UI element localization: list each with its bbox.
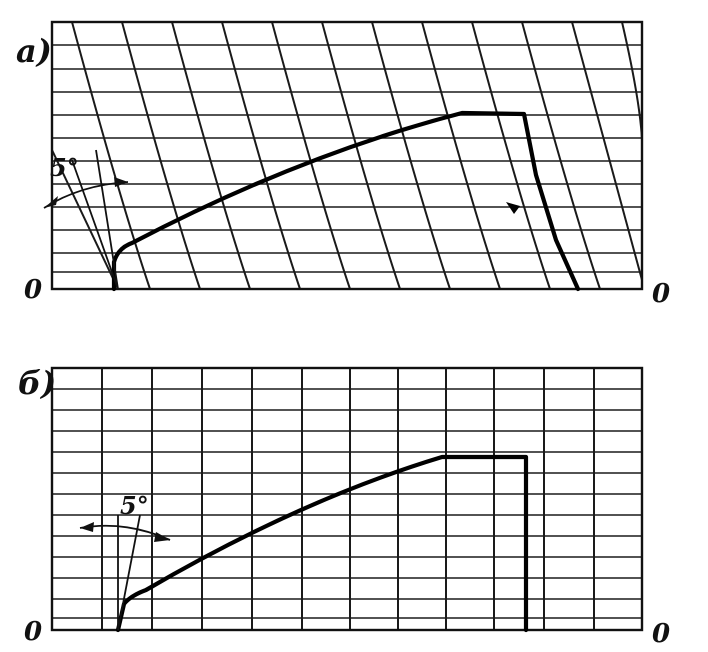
panel-b-angle-label: 5°: [120, 491, 149, 520]
panel-a: а): [16, 20, 670, 309]
panel-b-origin-left: 0: [24, 617, 42, 647]
panel-a-frame: [50, 20, 644, 291]
panel-b-recorded-curve: [115, 454, 529, 633]
panel-a-label: а): [16, 32, 52, 70]
panel-a-ink-mark: [506, 202, 520, 214]
panel-a-recorded-curve: [111, 110, 581, 292]
panel-a-origin-right: 0: [652, 279, 670, 309]
panel-b: б): [18, 364, 670, 649]
panel-a-angle-label: 5°: [50, 153, 79, 182]
panel-a-angle-indicator: 5°: [43, 149, 129, 290]
panel-b-label: б): [18, 364, 56, 402]
panel-a-curved-time-lines: [51, 21, 643, 290]
panel-b-frame: [50, 366, 644, 632]
panel-b-vertical-time-lines: [101, 368, 595, 630]
panel-a-origin-left: 0: [24, 275, 42, 305]
panel-b-angle-indicator: 5°: [79, 491, 171, 631]
panel-b-origin-right: 0: [652, 619, 670, 649]
